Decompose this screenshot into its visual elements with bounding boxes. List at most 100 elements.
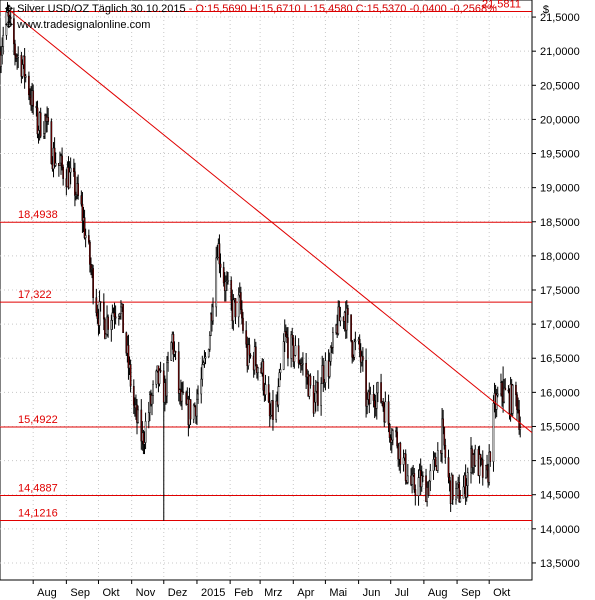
candle-body bbox=[388, 424, 391, 438]
candle-body bbox=[279, 369, 282, 373]
candle-body bbox=[511, 384, 514, 414]
candle-body bbox=[313, 401, 316, 414]
candle-body bbox=[286, 333, 288, 338]
candle-body bbox=[248, 344, 251, 356]
candle-body bbox=[432, 459, 435, 472]
candle-body bbox=[474, 448, 477, 466]
candle-body bbox=[291, 334, 294, 339]
chart-header: ✥ Silver USD/OZ Täglich 30.10.2015 - O:1… bbox=[4, 3, 497, 15]
candle-body bbox=[503, 387, 506, 403]
candle-body bbox=[107, 316, 109, 330]
candle-body bbox=[434, 456, 437, 467]
candle-body bbox=[73, 167, 75, 172]
x-tick-label: 2015 bbox=[201, 587, 225, 599]
candle-body bbox=[396, 431, 398, 447]
candle-body bbox=[43, 133, 45, 137]
candle-body bbox=[62, 166, 65, 179]
candle-body bbox=[21, 64, 24, 77]
candle-body bbox=[444, 444, 447, 458]
candle-body bbox=[23, 55, 26, 78]
candle-body bbox=[411, 474, 413, 485]
y-tick-label: 19,5000 bbox=[540, 149, 580, 161]
candle-body bbox=[99, 301, 102, 303]
candle-body bbox=[466, 472, 469, 486]
y-tick-label: 17,0000 bbox=[540, 319, 580, 331]
y-tick-label: 14,5000 bbox=[540, 490, 580, 502]
candle-body bbox=[68, 171, 71, 189]
candle-body bbox=[421, 475, 424, 477]
candle-body bbox=[358, 339, 361, 351]
y-tick-label: 21,5000 bbox=[540, 12, 580, 24]
candle-body bbox=[399, 442, 402, 465]
candle-body bbox=[200, 378, 203, 395]
candle-body bbox=[95, 297, 98, 314]
candle-body bbox=[96, 312, 99, 319]
candle-body bbox=[182, 391, 184, 394]
x-tick-label: Feb bbox=[234, 587, 253, 599]
candle-body bbox=[441, 418, 443, 454]
candle-body bbox=[362, 355, 364, 361]
candle-body bbox=[519, 427, 522, 430]
candle-body bbox=[237, 294, 240, 318]
candle-body bbox=[234, 298, 237, 318]
y-tick-label: 16,5000 bbox=[540, 353, 580, 365]
candle-body bbox=[208, 335, 211, 350]
candle-body bbox=[225, 281, 227, 292]
x-tick-label: Jul bbox=[395, 587, 409, 599]
candle-body bbox=[413, 473, 416, 490]
y-tick-label: 18,0000 bbox=[540, 251, 580, 263]
candle-body bbox=[239, 292, 242, 310]
candle-body bbox=[201, 364, 204, 380]
candle-body bbox=[111, 312, 114, 321]
settings-icon[interactable]: ✥ bbox=[4, 4, 14, 15]
instrument-name[interactable]: Silver USD/OZ Täglich bbox=[17, 3, 128, 15]
candle-body bbox=[2, 34, 5, 47]
y-tick-label: 21,0000 bbox=[540, 46, 580, 58]
candle-body bbox=[290, 334, 293, 359]
candle-body bbox=[92, 268, 94, 298]
candle-body bbox=[448, 476, 451, 482]
candle-body bbox=[391, 430, 394, 441]
candle-body bbox=[414, 489, 417, 496]
candle-body bbox=[37, 130, 40, 135]
candle-body bbox=[486, 464, 488, 471]
candle-body bbox=[177, 351, 180, 394]
candle-body bbox=[174, 351, 177, 353]
candle-body bbox=[98, 301, 101, 326]
source-url[interactable]: www.tradesignalonline.com bbox=[17, 19, 151, 31]
candle-body bbox=[212, 306, 214, 322]
level-label: 17,322 bbox=[18, 289, 52, 301]
candle-body bbox=[287, 337, 289, 359]
x-tick-label: Dez bbox=[168, 587, 188, 599]
candle-body bbox=[59, 162, 61, 166]
candle-body bbox=[275, 400, 278, 420]
candle-body bbox=[1, 46, 3, 56]
candle-body bbox=[384, 401, 387, 423]
candle-body bbox=[504, 387, 507, 391]
candle-body bbox=[353, 341, 356, 358]
candle-body bbox=[122, 303, 124, 333]
candle-body bbox=[132, 386, 135, 406]
x-tick-label: Mai bbox=[329, 587, 347, 599]
candle-body bbox=[151, 395, 153, 405]
candle-body bbox=[390, 439, 393, 443]
candle-body bbox=[516, 394, 518, 410]
candle-body bbox=[105, 333, 107, 339]
candle-body bbox=[119, 313, 121, 317]
y-tick-label: 15,5000 bbox=[540, 421, 580, 433]
candle-body bbox=[447, 457, 450, 478]
candle-body bbox=[297, 345, 300, 364]
candle-body bbox=[496, 393, 499, 396]
candle-body bbox=[375, 392, 378, 409]
candle-body bbox=[278, 372, 281, 387]
candle-body bbox=[84, 235, 87, 239]
candle-body bbox=[204, 356, 207, 359]
candle-body bbox=[492, 403, 495, 462]
y-tick-label: 14,0000 bbox=[540, 524, 580, 536]
candle-body bbox=[282, 341, 285, 370]
candle-body bbox=[501, 382, 503, 397]
candle-body bbox=[17, 55, 20, 58]
candle-body bbox=[113, 312, 116, 318]
x-tick-label: Mrz bbox=[264, 587, 282, 599]
